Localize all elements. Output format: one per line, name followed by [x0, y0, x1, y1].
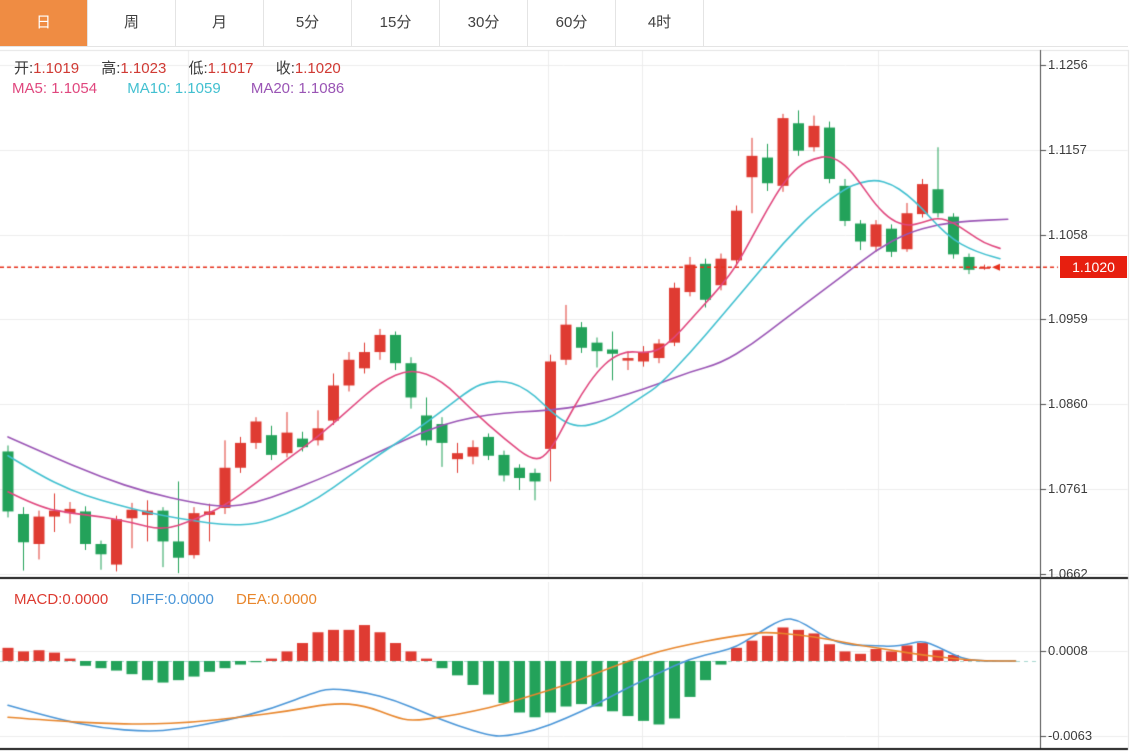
high-value: 1.1023: [120, 60, 167, 77]
macd-label: MACD:: [14, 591, 63, 608]
price-axis-tick-7: 1.0662: [1048, 566, 1088, 581]
price-axis-tick-6: 1.0761: [1048, 481, 1088, 496]
open-label: 开:: [14, 60, 34, 77]
tab-60min[interactable]: 60分: [528, 0, 616, 46]
price-axis-tick-2: 1.1157: [1048, 142, 1087, 157]
tab-15min[interactable]: 15分: [352, 0, 440, 46]
ma10-value: 1.1059: [174, 80, 221, 97]
dea-label: DEA:: [235, 591, 271, 608]
close-value: 1.1020: [294, 60, 341, 77]
open-value: 1.1019: [33, 60, 80, 77]
price-axis-tick-3: 1.1058: [1048, 227, 1088, 242]
price-axis-tick-1: 1.1256: [1048, 57, 1088, 72]
ma20-label: MA20:: [250, 80, 295, 97]
ma5-value: 1.1054: [51, 80, 98, 97]
high-label: 高:: [101, 60, 121, 77]
price-axis-tick-4: 1.0959: [1048, 311, 1088, 326]
macd-axis-tick-1: 0.0008: [1048, 643, 1088, 658]
price-axis-tick-5: 1.0860: [1048, 396, 1088, 411]
last-price-badge: 1.1020: [1060, 256, 1127, 278]
ma10-label: MA10:: [127, 80, 171, 97]
tab-30min[interactable]: 30分: [440, 0, 528, 46]
ma-legend: MA5: 1.1054 MA10: 1.1059 MA20: 1.1086: [12, 80, 370, 97]
ma5-label: MA5:: [12, 80, 48, 97]
macd-legend: MACD:0.0000 DIFF:0.0000 DEA:0.0000: [14, 591, 335, 608]
macd-axis-tick-2: -0.0063: [1048, 728, 1093, 743]
macd-value: 0.0000: [62, 591, 109, 608]
ma20-value: 1.1086: [298, 80, 345, 97]
tab-5min[interactable]: 5分: [264, 0, 352, 46]
tab-day[interactable]: 日: [0, 0, 88, 46]
close-label: 收:: [275, 60, 295, 77]
tab-4hour[interactable]: 4时: [616, 0, 704, 46]
diff-label: DIFF:: [130, 591, 168, 608]
diff-value: 0.0000: [167, 591, 214, 608]
dea-value: 0.0000: [270, 591, 317, 608]
ohlc-legend: 开:1.1019 高:1.1023 低:1.1017 收:1.1020: [14, 57, 359, 78]
low-value: 1.1017: [207, 60, 254, 77]
tab-week[interactable]: 周: [88, 0, 176, 46]
tab-month[interactable]: 月: [176, 0, 264, 46]
timeframe-tabbar: 日 周 月 5分 15分 30分 60分 4时: [0, 0, 1128, 47]
low-label: 低:: [188, 60, 208, 77]
